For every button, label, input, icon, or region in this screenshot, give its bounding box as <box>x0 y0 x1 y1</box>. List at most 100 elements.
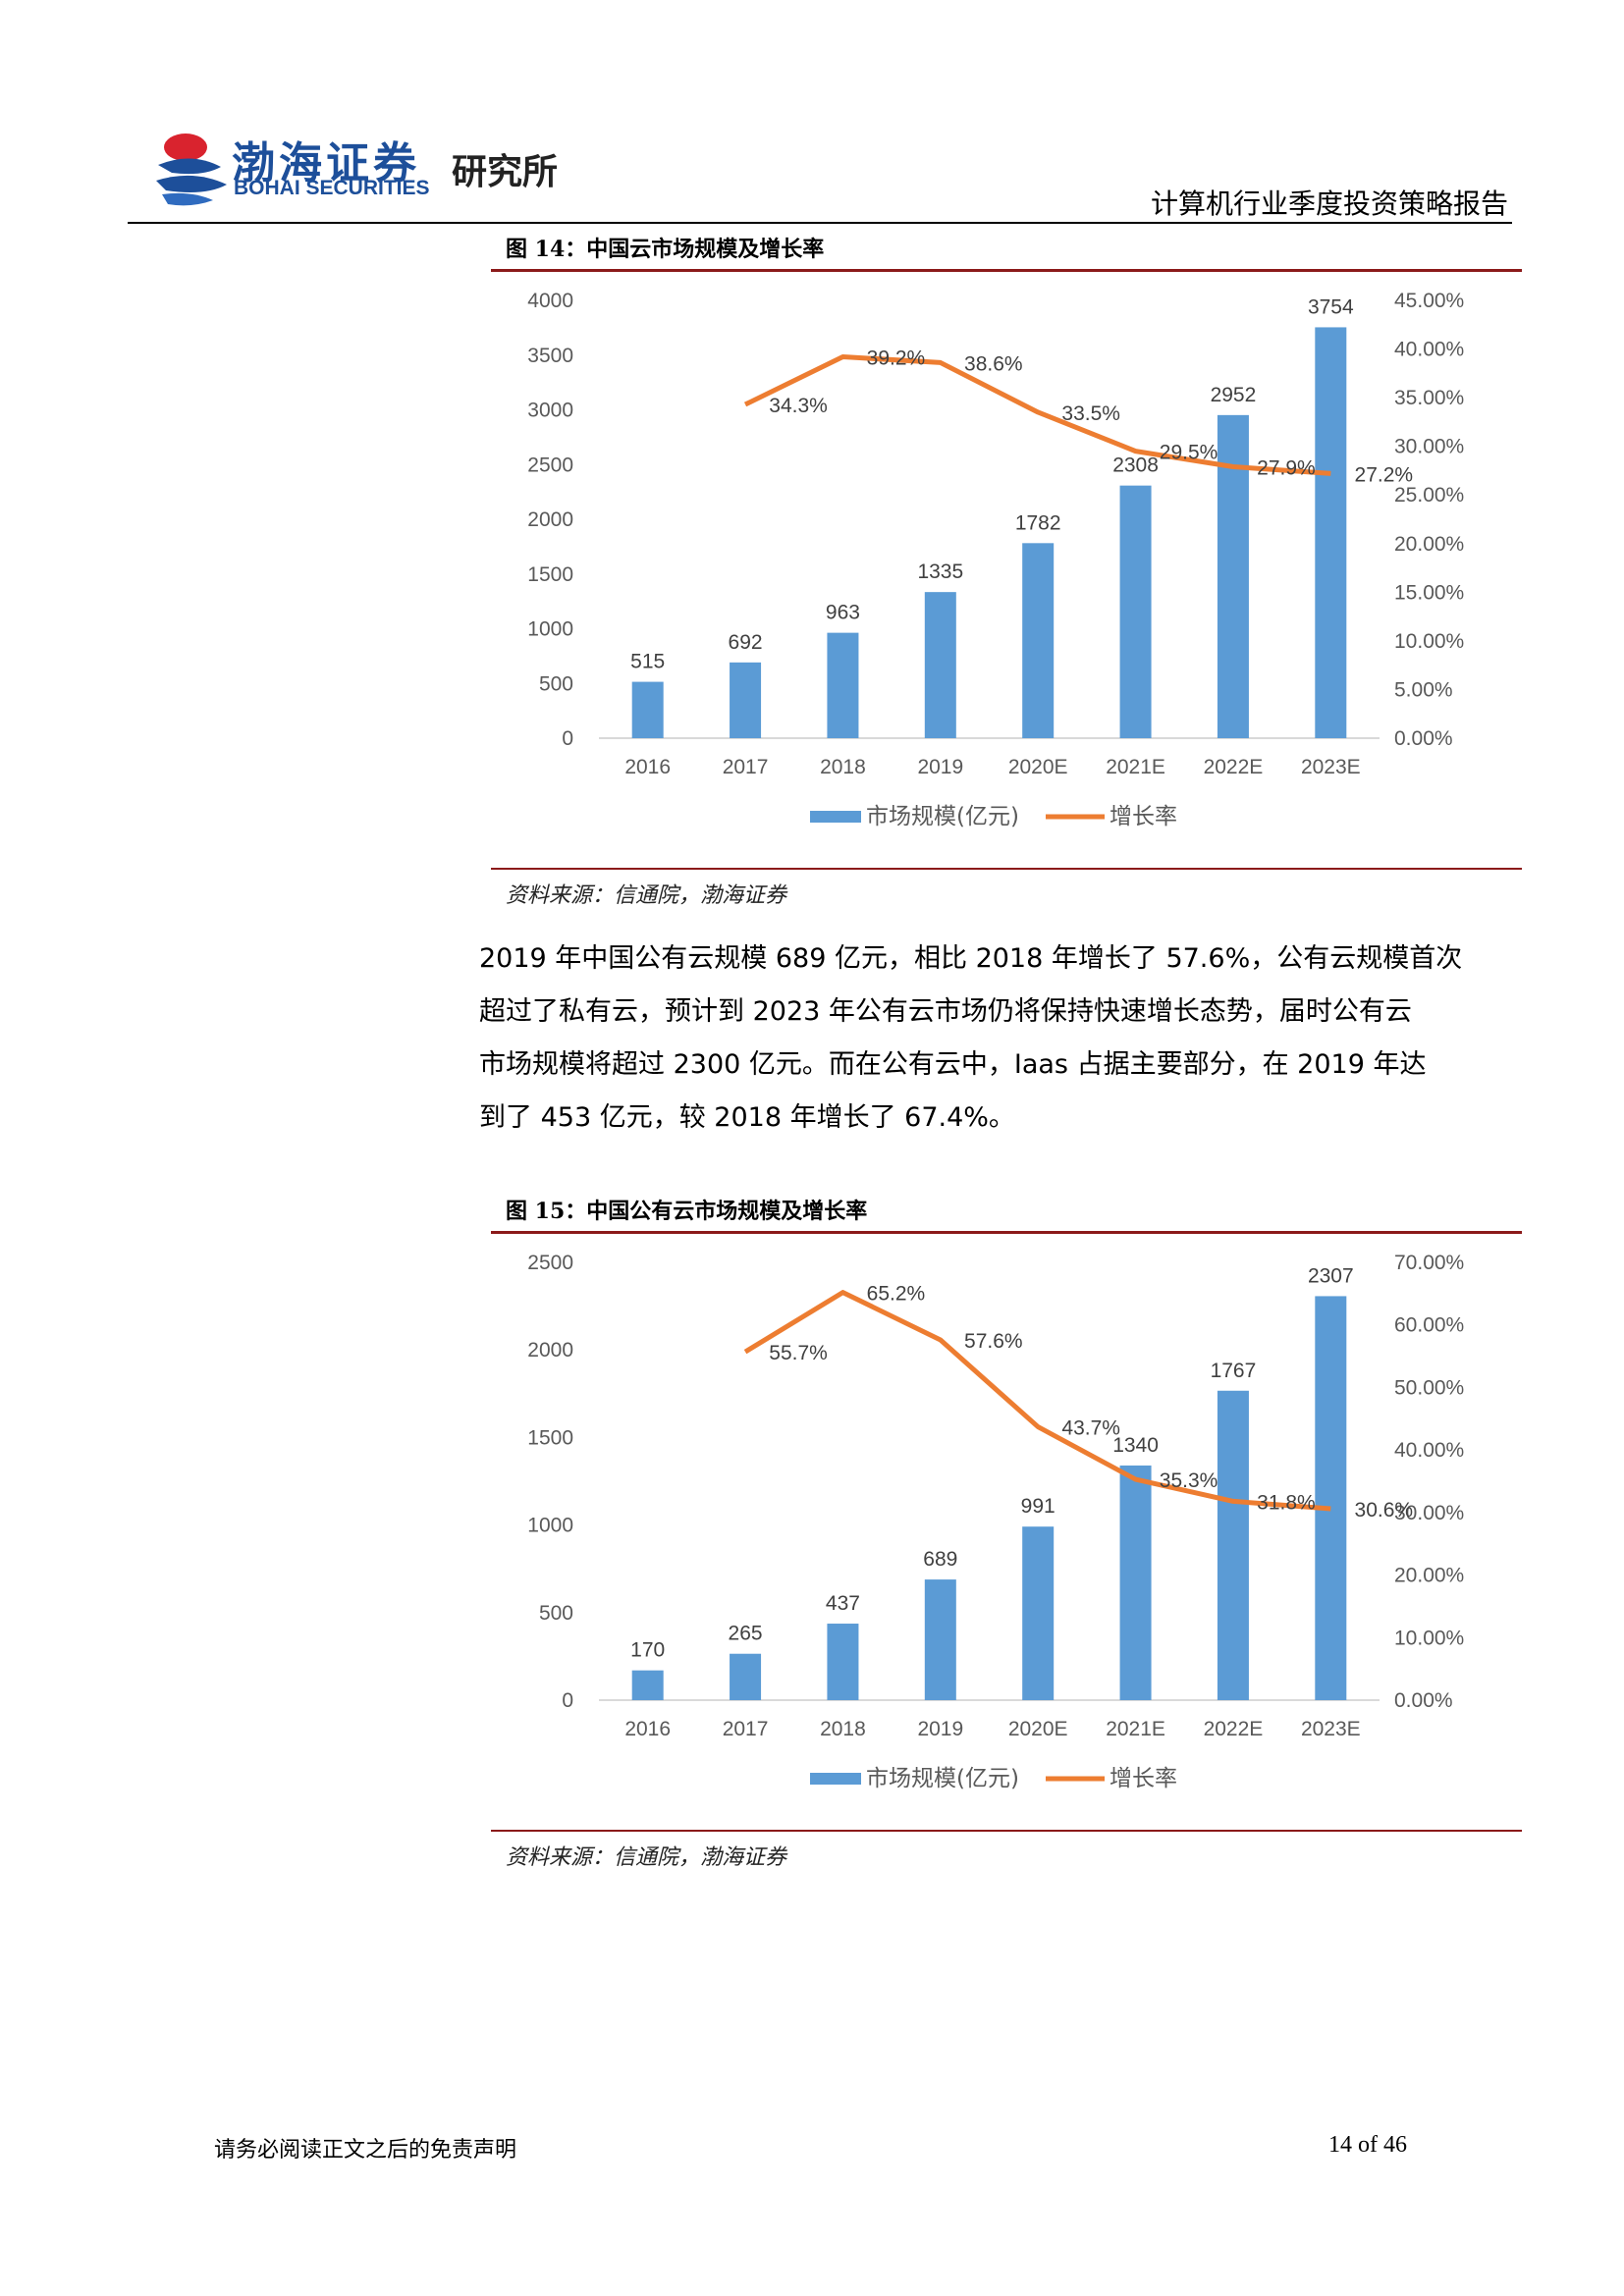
logo-english-name: BOHAI SECURITIES <box>234 177 430 199</box>
line-data-label: 29.5% <box>1160 442 1218 464</box>
x-axis-tick-label: 2016 <box>624 756 671 778</box>
header-divider <box>128 222 1512 224</box>
legend-bar-label: 市场规模(亿元) <box>866 1766 1019 1791</box>
paragraph-line: 超过了私有云，预计到 2023 年公有云市场仍将保持快速增长态势，届时公有云 <box>479 996 1412 1027</box>
line-data-label: 57.6% <box>964 1330 1023 1353</box>
y2-axis-tick-label: 30.00% <box>1394 436 1464 458</box>
bar <box>1119 1465 1152 1700</box>
institute-name: 研究所 <box>452 152 559 192</box>
y-axis-tick-label: 4000 <box>527 290 573 312</box>
y2-axis-tick-label: 20.00% <box>1394 1565 1464 1587</box>
x-axis-tick-label: 2022E <box>1204 756 1264 778</box>
body-paragraph: 2019 年中国公有云规模 689 亿元，相比 2018 年增长了 57.6%，… <box>479 933 1490 1145</box>
y2-axis-tick-label: 15.00% <box>1394 581 1464 604</box>
x-axis-tick-label: 2019 <box>917 1718 963 1740</box>
line-data-label: 43.7% <box>1061 1417 1120 1440</box>
bar-data-label: 963 <box>826 602 860 624</box>
line-data-label: 39.2% <box>867 347 926 369</box>
growth-line <box>743 353 1331 476</box>
legend-bar-swatch <box>810 1773 861 1785</box>
bar <box>1022 1526 1055 1700</box>
y-axis-tick-label: 3500 <box>527 345 573 367</box>
x-axis-tick-label: 2016 <box>624 1718 671 1740</box>
footer-disclaimer: 请务必阅读正文之后的免责声明 <box>214 2138 517 2163</box>
bar-data-label: 1335 <box>917 561 963 583</box>
bar <box>924 592 956 738</box>
line-data-label: 55.7% <box>769 1342 828 1364</box>
bar <box>1315 1296 1347 1700</box>
line-data-label: 27.2% <box>1355 463 1414 486</box>
legend-line-label: 增长率 <box>1110 804 1177 829</box>
bar-data-label: 1340 <box>1112 1434 1159 1457</box>
line-data-label: 34.3% <box>769 395 828 417</box>
y-axis-tick-label: 1000 <box>527 1515 573 1537</box>
y2-axis-tick-label: 10.00% <box>1394 630 1464 653</box>
x-axis-tick-label: 2018 <box>820 1718 866 1740</box>
bar-data-label: 692 <box>729 631 763 654</box>
y-axis-tick-label: 2500 <box>527 1252 573 1274</box>
y2-axis-tick-label: 40.00% <box>1394 339 1464 361</box>
bar-data-label: 265 <box>729 1623 763 1645</box>
y-axis-tick-label: 2000 <box>527 1339 573 1362</box>
bar-data-label: 2952 <box>1211 384 1257 406</box>
figure-14-title: 图 14：中国云市场规模及增长率 <box>506 237 825 262</box>
y2-axis-tick-label: 50.00% <box>1394 1376 1464 1399</box>
x-axis-tick-label: 2022E <box>1204 1718 1264 1740</box>
legend-line-label: 增长率 <box>1110 1766 1177 1791</box>
y-axis-tick-label: 2500 <box>527 454 573 476</box>
y-axis-tick-label: 0 <box>562 1689 573 1712</box>
x-axis-tick-label: 2021E <box>1106 756 1165 778</box>
y-axis-tick-label: 0 <box>562 727 573 750</box>
x-axis-tick-label: 2020E <box>1008 756 1068 778</box>
figure-15-source: 资料来源：信通院，渤海证券 <box>506 1845 787 1870</box>
x-axis-tick-label: 2017 <box>723 756 769 778</box>
line-data-label: 38.6% <box>964 352 1023 375</box>
bar-data-label: 991 <box>1021 1495 1056 1518</box>
y2-axis-tick-label: 0.00% <box>1394 1689 1453 1712</box>
footer-page-number: 14 of 46 <box>1328 2132 1407 2158</box>
bar-data-label: 3754 <box>1308 295 1354 318</box>
bar-data-label: 437 <box>826 1592 860 1615</box>
bar <box>827 632 859 738</box>
bar <box>730 1653 762 1700</box>
x-axis-tick-label: 2017 <box>723 1718 769 1740</box>
x-axis-tick-label: 2023E <box>1301 756 1361 778</box>
growth-line <box>743 1290 1331 1512</box>
line-data-label: 27.9% <box>1257 456 1316 479</box>
logo-chinese-name: 渤海证券 <box>232 138 420 188</box>
y-axis-tick-label: 3000 <box>527 400 573 422</box>
bar-data-label: 2307 <box>1308 1264 1354 1287</box>
y2-axis-tick-label: 0.00% <box>1394 727 1453 750</box>
bar-data-label: 1767 <box>1211 1360 1257 1382</box>
x-axis-tick-label: 2020E <box>1008 1718 1068 1740</box>
line-data-label: 30.6% <box>1355 1499 1414 1522</box>
figure-15-top-rule <box>491 1231 1522 1234</box>
figure-14-bottom-rule <box>491 868 1522 870</box>
paragraph-line: 市场规模将超过 2300 亿元。而在公有云中，Iaas 占据主要部分，在 201… <box>479 1049 1427 1080</box>
line-data-label: 65.2% <box>867 1283 926 1306</box>
paragraph-line: 2019 年中国公有云规模 689 亿元，相比 2018 年增长了 57.6%，… <box>479 943 1463 974</box>
y-axis-tick-label: 2000 <box>527 508 573 531</box>
figure-14-chart: 0 500 1000 1500 2000 2500 3000 3500 4000 0.00% 5.0… <box>527 290 1464 829</box>
bar-data-label: 689 <box>923 1548 957 1571</box>
y-axis-tick-label: 1500 <box>527 563 573 586</box>
figure-15-bottom-rule <box>491 1830 1522 1832</box>
legend-bar-label: 市场规模(亿元) <box>866 804 1019 829</box>
y2-axis-tick-label: 5.00% <box>1394 678 1453 701</box>
figure-15-chart: 0 500 1000 1500 2000 2500 0.00% 10.00% 20.00% 30.… <box>527 1252 1464 1791</box>
y-axis-tick-label: 500 <box>539 672 573 695</box>
figure-14-top-rule <box>491 269 1522 272</box>
y2-axis-tick-label: 25.00% <box>1394 484 1464 507</box>
bohai-logo-icon <box>152 126 231 212</box>
bar <box>827 1624 859 1700</box>
bar <box>1217 1390 1249 1700</box>
y2-axis-tick-label: 40.00% <box>1394 1439 1464 1462</box>
bar <box>1022 543 1055 738</box>
line-data-label: 33.5% <box>1061 402 1120 425</box>
x-axis-tick-label: 2021E <box>1106 1718 1165 1740</box>
bar-data-label: 1782 <box>1015 511 1061 534</box>
report-title: 计算机行业季度投资策略报告 <box>1150 187 1508 220</box>
y2-axis-tick-label: 60.00% <box>1394 1314 1464 1337</box>
paragraph-line: 到了 453 亿元，较 2018 年增长了 67.4%。 <box>479 1102 1015 1133</box>
bar-data-label: 170 <box>630 1639 665 1662</box>
